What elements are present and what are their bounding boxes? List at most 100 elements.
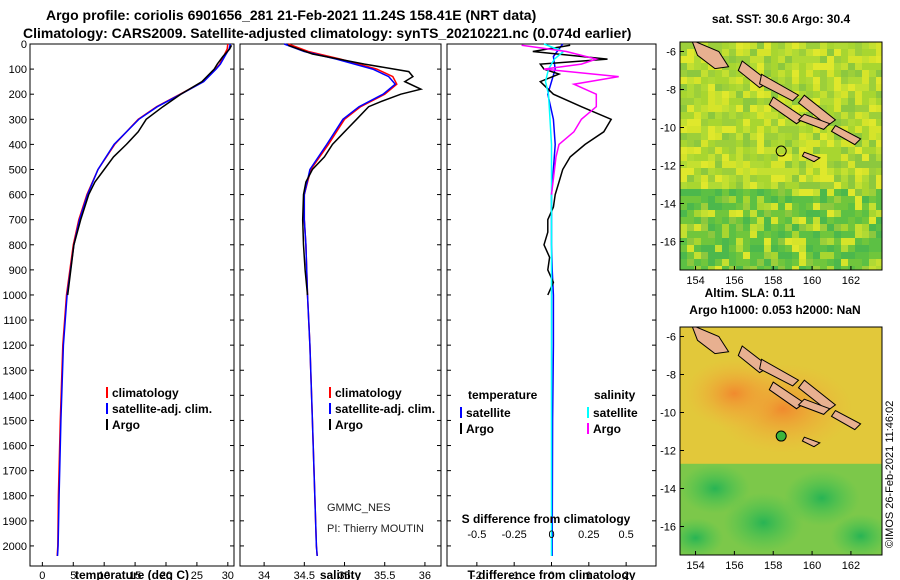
sst-cell [806, 42, 813, 49]
sst-cell [722, 252, 729, 259]
depth-tick-label: 900 [9, 265, 27, 277]
sst-cell [694, 175, 701, 182]
sst-cell [799, 266, 806, 270]
sst-cell [722, 210, 729, 217]
sst-cell [771, 126, 778, 133]
sst-cell [757, 49, 764, 56]
sst-cell [680, 203, 687, 210]
sst-cell [813, 259, 820, 266]
sst-cell [862, 161, 869, 168]
sst-cell [687, 224, 694, 231]
sst-cell [743, 140, 750, 147]
sst-cell [841, 63, 848, 70]
sst-cell [848, 168, 855, 175]
island-shape [768, 381, 806, 410]
panel-difference: -2 -1 0 1 2T difference from climatology [446, 43, 657, 580]
sst-cell [680, 245, 687, 252]
sst-cell [848, 105, 855, 112]
sst-cell [778, 133, 785, 140]
sst-cell [687, 98, 694, 105]
sla-low-blob [783, 470, 860, 526]
depth-tick-label: 200 [9, 89, 27, 101]
sst-cell [743, 119, 750, 126]
sst-cell [785, 133, 792, 140]
sst-cell [848, 175, 855, 182]
sst-cell [757, 224, 764, 231]
sst-cell [869, 238, 876, 245]
sst-cell [736, 189, 743, 196]
sst-cell [708, 224, 715, 231]
salinity-frame [239, 43, 442, 567]
sst-cell [708, 168, 715, 175]
sst-cell [715, 105, 722, 112]
sst_map-lat-label: -16 [660, 237, 676, 249]
sst-cell [708, 210, 715, 217]
sst-cell [708, 252, 715, 259]
sst-cell [876, 259, 882, 266]
sst-cell [785, 266, 792, 270]
sst-cell [757, 63, 764, 70]
sst-cell [841, 224, 848, 231]
sst-cell [792, 42, 799, 49]
sst-cell [680, 56, 687, 63]
sst-cell [876, 84, 882, 91]
sst-cell [694, 63, 701, 70]
sst-cell [743, 161, 750, 168]
sst-cell [694, 70, 701, 77]
sst-cell [876, 63, 882, 70]
sst-cell [771, 133, 778, 140]
sst-cell [778, 140, 785, 147]
temperature-xtick-label: 30 [222, 570, 234, 580]
diff-xtick2-label: 0 [548, 529, 554, 541]
sst-cell [792, 140, 799, 147]
sst-cell [750, 266, 757, 270]
sst-cell [736, 84, 743, 91]
sst-cell [701, 126, 708, 133]
sst-cell [806, 168, 813, 175]
sst-cell [743, 238, 750, 245]
sst-cell [848, 182, 855, 189]
sst-cell [876, 224, 882, 231]
sst-cell [855, 203, 862, 210]
sst-cell [736, 161, 743, 168]
difference-xtick-label: 0 [548, 570, 554, 580]
sst-cell [701, 252, 708, 259]
sst-cell [834, 91, 841, 98]
sst-cell [715, 140, 722, 147]
sst-cell [869, 119, 876, 126]
sst-cell [729, 245, 736, 252]
sst-cell [764, 259, 771, 266]
sst-cell [694, 112, 701, 119]
sst-cell [827, 224, 834, 231]
sst-cell [785, 147, 792, 154]
sst-cell [848, 245, 855, 252]
sst-cell [792, 49, 799, 56]
sst-cell [841, 84, 848, 91]
sst-cell [792, 70, 799, 77]
sst-cell [792, 231, 799, 238]
sst-cell [862, 63, 869, 70]
sst-cell [708, 91, 715, 98]
sst-cell [827, 98, 834, 105]
sst-cell [848, 217, 855, 224]
sst-cell [785, 182, 792, 189]
sst-cell [687, 126, 694, 133]
diff-legend-sal-heading: salinity [594, 388, 636, 402]
sst-cell [785, 196, 792, 203]
sst-cell [771, 259, 778, 266]
sst-cell [680, 154, 687, 161]
sst-cell [708, 196, 715, 203]
sst-cell [757, 217, 764, 224]
sst-cell [771, 231, 778, 238]
sst-cell [771, 42, 778, 49]
sst-cell [694, 245, 701, 252]
panel-salinity: 34 34.5 35 35.5 36 salinity [239, 43, 442, 580]
sst-cell [820, 105, 827, 112]
sst-cell [722, 140, 729, 147]
sst-cell [694, 91, 701, 98]
sst-cell [729, 266, 736, 270]
sst-cell [722, 217, 729, 224]
sst-cell [694, 238, 701, 245]
sst-cell [841, 182, 848, 189]
sst-cell [708, 133, 715, 140]
